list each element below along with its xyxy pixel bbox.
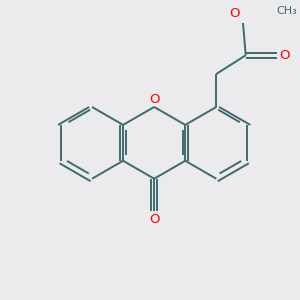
Text: O: O bbox=[149, 93, 159, 106]
Text: O: O bbox=[149, 213, 159, 226]
Text: CH₃: CH₃ bbox=[276, 6, 297, 16]
Text: O: O bbox=[280, 49, 290, 62]
Text: O: O bbox=[230, 7, 240, 20]
